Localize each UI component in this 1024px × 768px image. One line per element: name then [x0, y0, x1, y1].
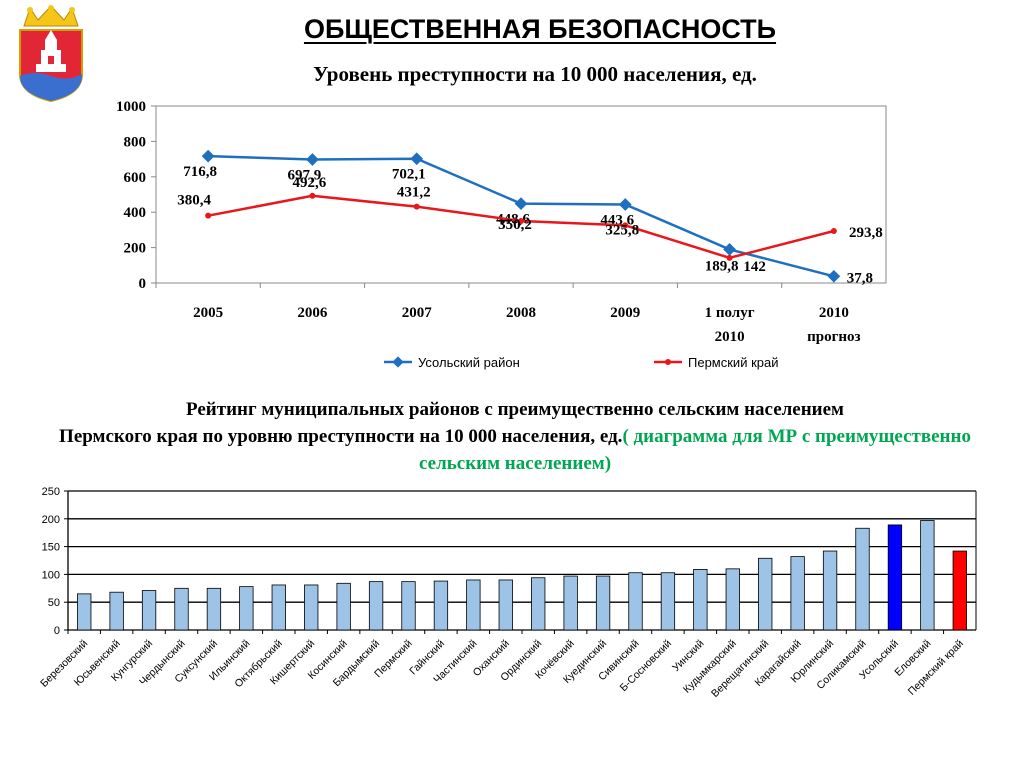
- data-label: 702,1: [392, 167, 426, 183]
- data-point: [618, 198, 632, 211]
- data-label: 293,8: [849, 225, 883, 241]
- data-label: 350,2: [498, 217, 532, 233]
- bar: [531, 577, 546, 631]
- page-title: ОБЩЕСТВЕННАЯ БЕЗОПАСНОСТЬ: [303, 14, 777, 44]
- rating-title-line2: Пермского края по уровню преступности на…: [59, 426, 623, 447]
- bar: [401, 581, 416, 631]
- x-tick-label: 2007: [402, 305, 433, 321]
- data-point: [201, 149, 215, 163]
- bar: [693, 568, 708, 631]
- bar: [822, 550, 838, 631]
- y-tick-label: 150: [42, 542, 60, 554]
- y-tick-label: 400: [124, 205, 147, 221]
- x-tick-label: 1 полуг 2010: [705, 305, 755, 345]
- bar: [790, 556, 805, 631]
- bar: [498, 579, 513, 631]
- bar-chart-title: Рейтинг муниципальных районов с преимуще…: [40, 396, 990, 477]
- data-point: [410, 152, 424, 166]
- legend-marker: [665, 359, 671, 365]
- data-point: [726, 254, 733, 261]
- y-tick-label: 200: [124, 241, 147, 257]
- bar: [952, 550, 967, 631]
- bar: [628, 572, 643, 631]
- x-tick-label: 2010 прогноз: [807, 305, 860, 345]
- bar: [206, 587, 222, 631]
- x-tick-label: 2006: [297, 305, 328, 321]
- data-label: 697,9: [288, 167, 322, 183]
- y-tick-label: 600: [124, 170, 147, 186]
- bar: [141, 590, 157, 631]
- legend-label: Усольский район: [418, 355, 520, 370]
- y-tick-label: 0: [54, 625, 60, 637]
- rating-title-line1: Рейтинг муниципальных районов с преимуще…: [186, 399, 844, 420]
- bar: [271, 584, 286, 631]
- data-point: [514, 197, 528, 210]
- bar: [725, 568, 740, 631]
- y-tick-label: 250: [42, 486, 60, 498]
- data-label: 142: [743, 259, 766, 275]
- y-tick-label: 50: [48, 597, 60, 609]
- bar: [660, 572, 676, 631]
- bar: [433, 580, 449, 631]
- rating-title-note: ( диаграмма для МР с преимущественно сел…: [418, 426, 971, 474]
- legend-label: Пермский край: [688, 355, 778, 370]
- data-label: 189,8: [705, 258, 739, 274]
- bar: [174, 587, 189, 631]
- bar: [239, 586, 254, 631]
- bar: [563, 575, 578, 631]
- data-point: [622, 222, 629, 229]
- data-point: [306, 153, 319, 166]
- data-point: [205, 212, 212, 219]
- y-tick-label: 800: [124, 134, 147, 150]
- y-tick-label: 200: [42, 514, 60, 526]
- data-point: [413, 203, 420, 210]
- x-tick-label: Верещагинский: [709, 638, 771, 700]
- bar: [887, 524, 903, 631]
- y-tick-label: 100: [42, 569, 60, 581]
- bar: [595, 575, 611, 631]
- data-label: 37,8: [847, 270, 873, 286]
- bar: [336, 582, 351, 631]
- line-chart-title: Уровень преступности на 10 000 населения…: [313, 62, 757, 86]
- line-plot-area: [155, 105, 887, 284]
- x-tick-label: 2009: [610, 305, 640, 321]
- data-label: 716,8: [183, 164, 217, 180]
- bar: [920, 520, 935, 631]
- bar: [855, 527, 870, 631]
- data-point: [830, 227, 837, 234]
- data-point: [827, 269, 841, 283]
- bar: [109, 591, 124, 631]
- y-tick-label: 0: [139, 276, 147, 292]
- data-point: [723, 243, 736, 256]
- coat-of-arms-icon: [19, 5, 83, 102]
- bar: [758, 557, 773, 631]
- data-point: [518, 218, 524, 225]
- data-point: [309, 192, 316, 199]
- bar: [304, 584, 319, 631]
- y-tick-label: 1000: [116, 99, 146, 115]
- bar: [466, 579, 481, 631]
- bar: [77, 593, 92, 631]
- legend-marker: [392, 356, 404, 368]
- data-label: 431,2: [397, 185, 431, 201]
- x-tick-label: 2008: [506, 305, 536, 321]
- data-label: 325,8: [605, 222, 639, 238]
- bar: [368, 581, 384, 631]
- x-tick-label: 2005: [193, 305, 223, 321]
- data-label: 380,4: [177, 193, 211, 209]
- data-label: 492,6: [293, 175, 327, 191]
